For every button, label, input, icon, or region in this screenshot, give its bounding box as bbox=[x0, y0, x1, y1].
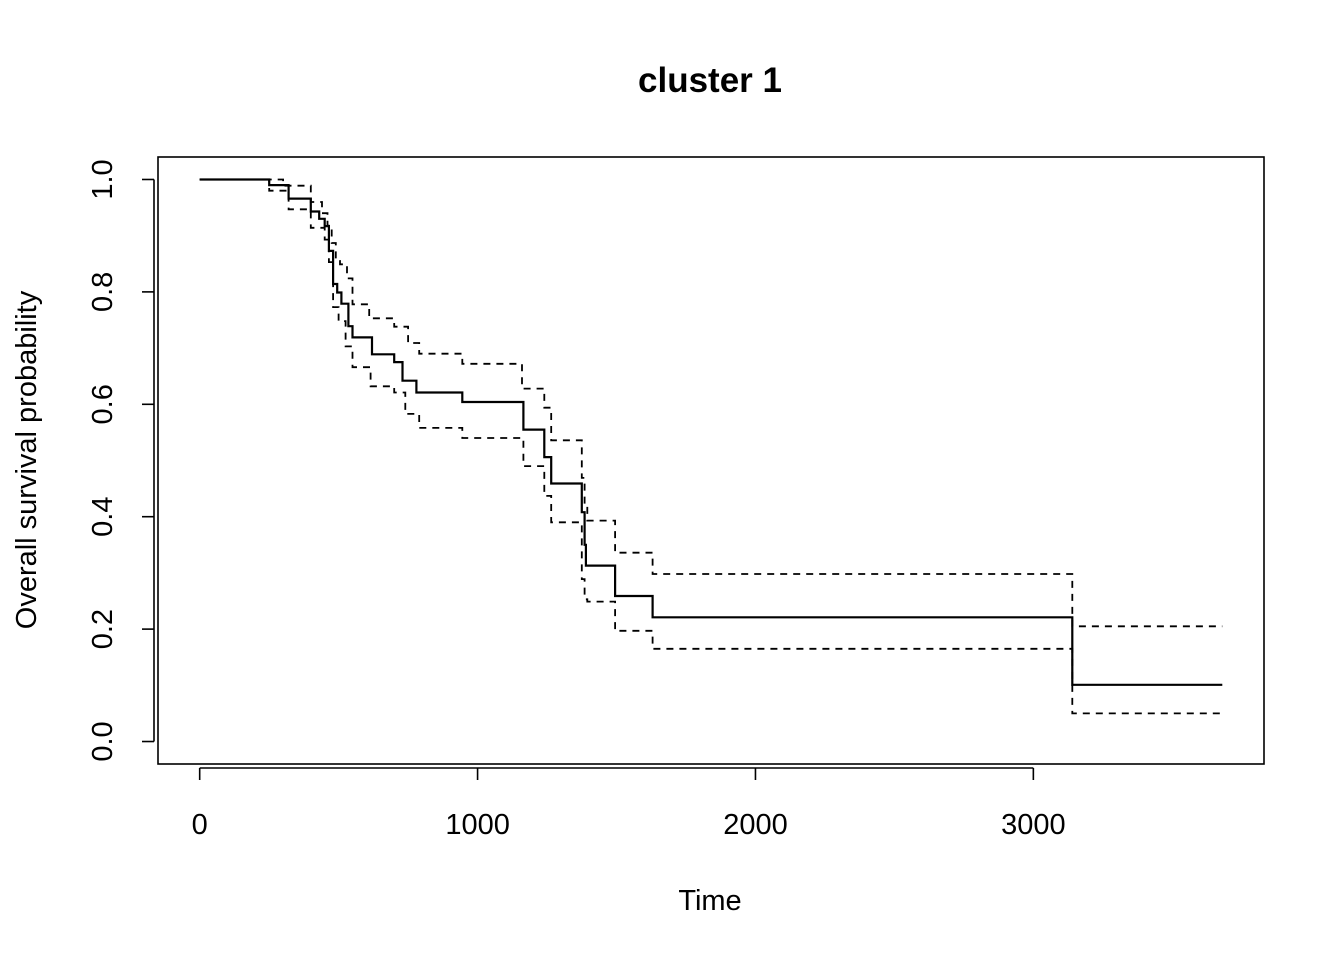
plot-frame bbox=[157, 156, 1265, 765]
series-layer bbox=[199, 178, 1223, 715]
x-tick-label: 0 bbox=[192, 809, 208, 841]
x-axis-label: Time bbox=[678, 885, 741, 917]
y-tick-label: 0.4 bbox=[87, 497, 119, 537]
y-tick-label: 0.0 bbox=[87, 721, 119, 761]
chart-title: cluster 1 bbox=[638, 61, 782, 100]
x-tick-label: 2000 bbox=[723, 809, 788, 841]
y-tick-label: 1.0 bbox=[87, 159, 119, 199]
x-tick-label: 1000 bbox=[445, 809, 510, 841]
x-tick-label: 3000 bbox=[1001, 809, 1066, 841]
y-tick-label: 0.6 bbox=[87, 384, 119, 424]
lower-confidence-curve bbox=[199, 178, 1223, 715]
x-axis: 0 1000 2000 3000 bbox=[192, 767, 1066, 841]
y-axis: 0.0 0.2 0.4 0.6 0.8 1.0 bbox=[87, 159, 155, 762]
y-tick-label: 0.8 bbox=[87, 272, 119, 312]
upper-confidence-curve bbox=[199, 178, 1223, 628]
survival-curve bbox=[199, 178, 1223, 686]
y-axis-label: Overall survival probability bbox=[11, 290, 43, 629]
y-tick-label: 0.2 bbox=[87, 609, 119, 649]
